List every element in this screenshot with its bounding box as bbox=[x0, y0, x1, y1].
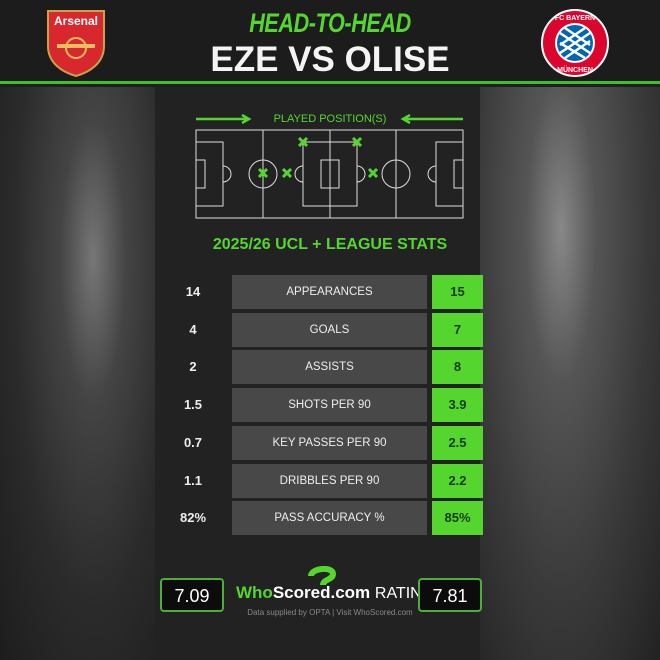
page-title: EZE VS OLISE bbox=[210, 40, 450, 79]
position-markers bbox=[257, 136, 379, 179]
stat-row: 2 ASSISTS 8 bbox=[160, 350, 485, 385]
brand-com: .com bbox=[330, 583, 371, 602]
marker-eze-2 bbox=[281, 167, 293, 179]
stat-value-eze: 14 bbox=[185, 284, 201, 299]
stat-row: 0.7 KEY PASSES PER 90 2.5 bbox=[160, 425, 485, 460]
arrow-right-icon bbox=[196, 114, 252, 124]
brand-who: Who bbox=[236, 583, 273, 602]
stat-value-eze: 1.5 bbox=[183, 397, 203, 413]
marker-olise-1 bbox=[351, 136, 363, 148]
bayern-crest-icon: FC BAYERN MÜNCHEN bbox=[541, 9, 609, 77]
marker-eze-1 bbox=[257, 167, 269, 179]
stat-row: 1.1 DRIBBLES PER 90 2.2 bbox=[160, 463, 485, 498]
arrow-left-icon bbox=[400, 114, 463, 124]
stat-value-olise: 2.2 bbox=[432, 463, 483, 498]
pitch-diagram bbox=[195, 129, 464, 219]
stat-value-eze: 82% bbox=[179, 510, 207, 526]
svg-text:FC BAYERN: FC BAYERN bbox=[555, 15, 595, 22]
data-credit: Data supplied by OPTA | Visit WhoScored.… bbox=[247, 608, 413, 617]
stat-label: APPEARANCES bbox=[232, 275, 427, 309]
svg-text:MÜNCHEN: MÜNCHEN bbox=[557, 65, 593, 74]
header: Arsenal FC BAYERN MÜNCHEN HEAD-TO-HEAD E… bbox=[0, 0, 660, 84]
stat-row: 82% PASS ACCURACY % 85% bbox=[160, 501, 485, 536]
svg-text:Arsenal: Arsenal bbox=[54, 14, 98, 28]
rating-eze: 7.09 bbox=[160, 578, 224, 612]
kicker: HEAD-TO-HEAD bbox=[249, 8, 411, 38]
marker-olise-2 bbox=[367, 167, 379, 179]
stat-value-olise: 85% bbox=[432, 501, 483, 536]
rating-olise: 7.81 bbox=[418, 578, 482, 612]
arsenal-crest-icon: Arsenal bbox=[47, 10, 105, 78]
stat-value-olise: 15 bbox=[432, 275, 483, 309]
stat-label: SHOTS PER 90 bbox=[232, 388, 427, 423]
player-photo-eze bbox=[0, 87, 155, 660]
stat-label: ASSISTS bbox=[232, 350, 427, 385]
stat-row: 14 APPEARANCES 15 bbox=[160, 275, 485, 309]
stat-label: DRIBBLES PER 90 bbox=[232, 463, 427, 498]
stat-value-olise: 2.5 bbox=[432, 425, 483, 460]
stat-label: PASS ACCURACY % bbox=[232, 501, 427, 536]
stat-row: 4 GOALS 7 bbox=[160, 312, 485, 347]
stat-row: 1.5 SHOTS PER 90 3.9 bbox=[160, 388, 485, 423]
question-mark-logo-icon bbox=[308, 566, 337, 586]
stat-label: GOALS bbox=[232, 312, 427, 347]
stat-value-eze: 0.7 bbox=[183, 434, 203, 450]
player-photo-olise bbox=[480, 87, 660, 660]
stats-title: 2025/26 UCL + LEAGUE STATS bbox=[212, 236, 448, 253]
stat-value-olise: 7 bbox=[432, 312, 483, 347]
stat-value-eze: 1.1 bbox=[183, 472, 203, 488]
stat-label: KEY PASSES PER 90 bbox=[232, 425, 427, 460]
brand-scored: Scored bbox=[272, 583, 331, 602]
marker-eze-3 bbox=[297, 136, 309, 148]
stat-value-olise: 3.9 bbox=[432, 388, 483, 423]
stat-value-eze: 2 bbox=[189, 359, 197, 375]
stat-value-olise: 8 bbox=[432, 350, 483, 385]
stat-value-eze: 4 bbox=[189, 321, 197, 337]
positions-label: PLAYED POSITION(S) bbox=[273, 113, 387, 125]
